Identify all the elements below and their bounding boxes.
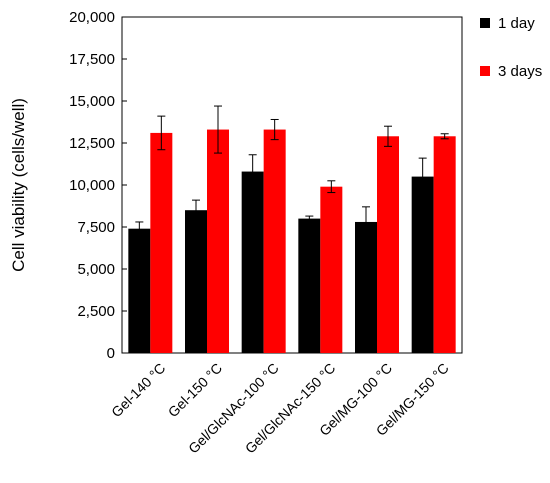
bar-1-day	[298, 218, 321, 353]
y-tick-label: 10,000	[69, 177, 115, 194]
y-axis-title: Cell viability (cells/well)	[9, 98, 28, 272]
bar-3-days	[320, 186, 343, 353]
legend-swatch	[480, 66, 490, 76]
y-tick-label: 20,000	[69, 9, 115, 26]
y-tick-label: 12,500	[69, 135, 115, 152]
y-tick-label: 0	[107, 345, 115, 362]
bar-3-days	[263, 129, 286, 353]
bar-1-day	[241, 171, 264, 353]
bar-1-day	[128, 228, 151, 353]
legend-label: 1 day	[498, 15, 535, 32]
legend-label: 3 days	[498, 63, 542, 80]
plot-border	[121, 16, 463, 354]
bar-3-days	[207, 129, 229, 353]
y-tick-label: 7,500	[77, 219, 115, 236]
x-category-label: Gel-150 °C	[165, 360, 225, 420]
bar-3-days	[150, 132, 173, 353]
x-category-label: Gel-140 °C	[108, 360, 168, 420]
bar-3-days	[377, 136, 399, 353]
bar-1-day	[355, 221, 377, 353]
bar-1-day	[411, 176, 434, 353]
legend-swatch	[480, 18, 490, 28]
y-tick-label: 17,500	[69, 51, 115, 68]
y-axis: 0 2,500 5,000 7,500 10,000 12,500 15,000 17,500…	[69, 9, 127, 362]
bars	[128, 105, 456, 353]
y-tick-label: 5,000	[77, 261, 115, 278]
legend: 1 day 3 days	[480, 15, 542, 80]
bar-3-days	[433, 136, 456, 353]
y-tick-label: 15,000	[69, 93, 115, 110]
plot-area	[121, 16, 463, 354]
y-tick-label: 2,500	[77, 303, 115, 320]
bar-1-day	[185, 210, 207, 353]
